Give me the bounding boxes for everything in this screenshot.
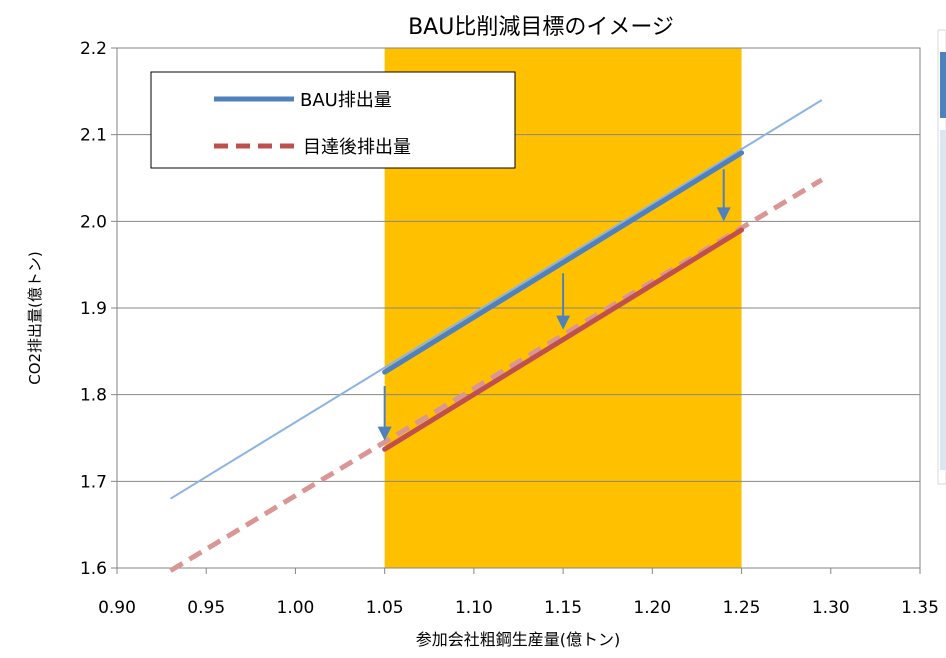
x-tick-label: 1.20 [633,598,671,618]
legend-label-target: 目達後排出量 [303,137,411,158]
reduction-arrow [556,273,571,330]
y-tick-label: 1.9 [80,299,107,319]
extension-lines [169,99,824,573]
x-axis-label: 参加会社粗鋼生産量(億トン) [416,630,621,649]
x-tick-label: 1.15 [544,598,582,618]
reduction-arrow [377,386,392,441]
x-tick-label: 0.90 [98,598,136,618]
y-tick-label: 1.8 [80,386,107,406]
right-partial-panel [937,29,946,485]
legend-box [150,71,516,169]
x-tick-label: 1.00 [277,598,315,618]
y-tick-label: 2.2 [80,39,107,59]
y-tick-label: 1.6 [80,559,107,579]
y-axis-ticks: 1.6 1.7 1.8 1.9 2.0 2.1 2.2 [80,39,117,579]
x-tick-label: 1.30 [812,598,850,618]
y-tick-label: 1.7 [80,472,107,492]
series-line-target [382,227,745,452]
extension-line [169,177,824,573]
reduction-arrows [377,169,731,441]
x-tick-label: 1.25 [723,598,761,618]
y-tick-label: 2.1 [80,126,107,146]
reduction-arrow [716,169,731,222]
x-tick-label: 0.95 [187,598,225,618]
x-tick-label: 1.05 [366,598,404,618]
x-tick-label: 1.10 [455,598,493,618]
legend: BAU排出量 目達後排出量 [150,71,516,169]
legend-label-bau: BAU排出量 [300,90,392,111]
x-axis-ticks: 0.90 0.95 1.00 1.05 1.10 1.15 1.20 1.25 1.30 1.35 [98,568,939,618]
y-axis-label: CO2排出量(億トン) [26,251,44,385]
extension-line [170,99,823,500]
chart-title: BAU比削減目標のイメージ [408,15,674,40]
series-line-bau [382,150,745,375]
y-tick-label: 2.0 [80,212,107,232]
x-tick-label: 1.35 [901,598,939,618]
series-lines [382,150,745,452]
